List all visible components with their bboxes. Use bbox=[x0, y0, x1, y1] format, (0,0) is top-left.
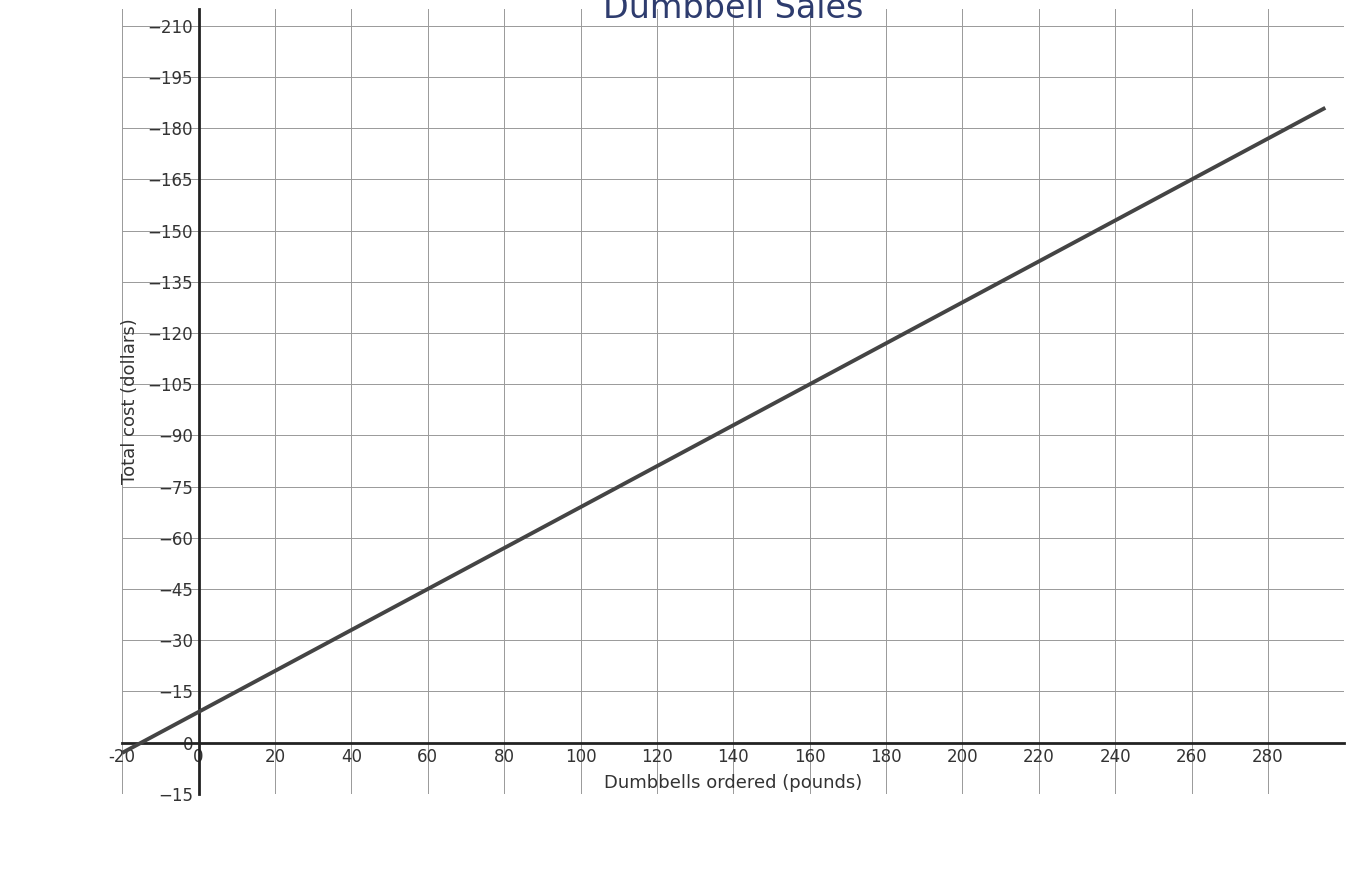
Y-axis label: Total cost (dollars): Total cost (dollars) bbox=[121, 318, 139, 484]
Title: Dumbbell Sales: Dumbbell Sales bbox=[603, 0, 864, 26]
X-axis label: Dumbbells ordered (pounds): Dumbbells ordered (pounds) bbox=[604, 774, 862, 793]
